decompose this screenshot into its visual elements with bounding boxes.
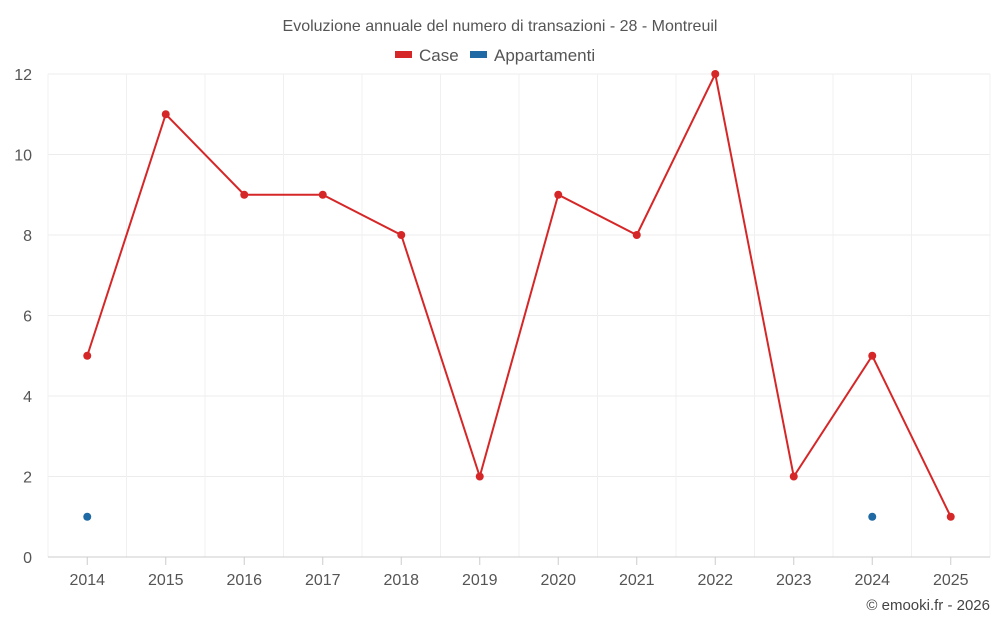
data-point-case[interactable] bbox=[554, 190, 563, 199]
series-line-case bbox=[86, 70, 952, 518]
x-tick-label: 2019 bbox=[462, 572, 498, 589]
legend-label-appartamenti[interactable]: Appartamenti bbox=[494, 46, 595, 65]
y-tick-label: 4 bbox=[23, 389, 32, 406]
y-tick-label: 0 bbox=[23, 550, 32, 567]
x-tick-label: 2015 bbox=[148, 572, 184, 589]
y-tick-label: 8 bbox=[23, 228, 32, 245]
x-tick-label: 2022 bbox=[697, 572, 733, 589]
x-tick-label: 2024 bbox=[854, 572, 890, 589]
data-point-case[interactable] bbox=[868, 351, 877, 360]
y-tick-label: 2 bbox=[23, 470, 32, 487]
x-tick-label: 2018 bbox=[383, 572, 419, 589]
chart-title: Evoluzione annuale del numero di transaz… bbox=[283, 18, 718, 35]
data-point-case[interactable] bbox=[632, 231, 641, 239]
x-tick-label: 2014 bbox=[69, 572, 105, 589]
data-point-appartamenti[interactable] bbox=[868, 512, 877, 521]
series-case bbox=[83, 70, 955, 521]
axes: 0 2 4 6 8 10 12 2014 2015 2016 2017 2018 2019 2020 202… bbox=[14, 67, 990, 589]
data-point-appartamenti[interactable] bbox=[83, 512, 92, 521]
data-point-case[interactable] bbox=[240, 190, 249, 199]
credit-text: © emooki.fr - 2026 bbox=[866, 597, 990, 614]
legend-swatch-appartamenti bbox=[470, 51, 487, 58]
legend: Case Appartamenti bbox=[395, 46, 595, 65]
series-layer bbox=[83, 70, 955, 521]
legend-label-case[interactable]: Case bbox=[419, 46, 459, 65]
data-point-case[interactable] bbox=[475, 472, 484, 481]
data-point-case[interactable] bbox=[161, 110, 170, 119]
legend-swatch-case bbox=[395, 51, 412, 58]
x-tick-label: 2017 bbox=[305, 572, 341, 589]
data-point-case[interactable] bbox=[397, 231, 406, 239]
x-tick-label: 2025 bbox=[933, 572, 969, 589]
grid bbox=[47, 73, 991, 557]
x-tick-label: 2021 bbox=[619, 572, 655, 589]
data-point-case[interactable] bbox=[318, 190, 327, 199]
y-tick-label: 12 bbox=[14, 67, 32, 84]
x-tick-label: 2020 bbox=[540, 572, 576, 589]
y-tick-label: 10 bbox=[14, 148, 32, 165]
x-tick-label: 2016 bbox=[226, 572, 262, 589]
data-point-case[interactable] bbox=[946, 512, 955, 521]
y-tick-label: 6 bbox=[23, 309, 32, 326]
x-tick-label: 2023 bbox=[776, 572, 812, 589]
data-point-case[interactable] bbox=[711, 70, 720, 78]
data-point-case[interactable] bbox=[83, 351, 92, 360]
data-point-case[interactable] bbox=[789, 472, 798, 481]
series-appartamenti bbox=[83, 512, 877, 521]
